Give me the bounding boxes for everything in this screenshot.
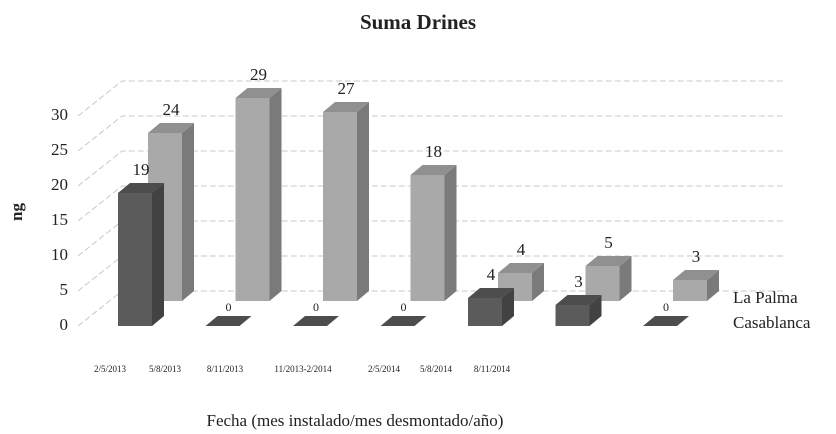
- value-label: 0: [313, 300, 319, 314]
- bar-top: [148, 123, 194, 133]
- bar-side: [444, 165, 457, 301]
- y-tick-label: 0: [60, 315, 69, 334]
- bar: [380, 316, 427, 326]
- bar-top: [205, 316, 252, 326]
- value-label: 0: [226, 300, 232, 314]
- bar-top: [118, 183, 164, 193]
- bar: [410, 165, 457, 301]
- bar-side: [707, 270, 719, 301]
- value-label: 19: [133, 160, 150, 179]
- x-tick-label: 11/2013-2/2014: [274, 364, 332, 374]
- bar-side: [269, 88, 282, 301]
- bar-side: [502, 288, 514, 326]
- bar-top: [293, 316, 339, 326]
- bar: [468, 288, 514, 326]
- bar-top: [235, 88, 282, 98]
- bar: [555, 295, 602, 326]
- bar-front: [555, 305, 590, 326]
- grid-line: [77, 150, 785, 187]
- value-label: 0: [663, 300, 669, 314]
- bar-side: [152, 183, 164, 326]
- bar-top: [380, 316, 427, 326]
- bar: [585, 256, 632, 301]
- value-label: 24: [163, 100, 181, 119]
- bar-top: [585, 256, 632, 266]
- bar-side: [619, 256, 632, 301]
- value-label: 3: [574, 272, 583, 291]
- bar-top: [643, 316, 689, 326]
- bar-front: [235, 98, 270, 301]
- bar-top: [410, 165, 457, 175]
- bar-top: [555, 295, 602, 305]
- bar-side: [589, 295, 602, 326]
- x-tick-label: 2/5/2014: [368, 364, 401, 374]
- value-label: 18: [425, 142, 442, 161]
- value-label: 4: [487, 265, 496, 284]
- x-tick-label: 5/8/2014: [420, 364, 453, 374]
- legend-label: La Palma: [733, 288, 798, 307]
- value-label: 3: [692, 247, 701, 266]
- bar: [643, 316, 689, 326]
- bar-side: [357, 102, 369, 301]
- bar-front: [410, 175, 445, 301]
- bar-top: [323, 102, 369, 112]
- bar: [498, 263, 544, 301]
- y-tick-label: 10: [51, 245, 68, 264]
- bar-top: [468, 288, 514, 298]
- value-label: 4: [517, 240, 526, 259]
- y-tick-label: 30: [51, 105, 68, 124]
- bar-top: [673, 270, 719, 280]
- bar-front: [323, 112, 357, 301]
- y-tick-label: 20: [51, 175, 68, 194]
- bar: [673, 270, 719, 301]
- bar-front: [673, 280, 707, 301]
- x-tick-label: 8/11/2013: [207, 364, 244, 374]
- chart-title: Suma Drines: [360, 10, 476, 34]
- grid-line: [77, 115, 785, 152]
- bar: [205, 316, 252, 326]
- bar-front: [468, 298, 502, 326]
- grid-line: [77, 185, 785, 222]
- x-axis-title: Fecha (mes instalado/mes desmontado/año): [207, 411, 504, 430]
- value-label: 5: [604, 233, 613, 252]
- legend-label: Casablanca: [733, 313, 811, 332]
- bar: [235, 88, 282, 301]
- y-axis-title: ng: [7, 203, 26, 221]
- x-tick-label: 8/11/2014: [474, 364, 511, 374]
- grid-line: [77, 80, 785, 117]
- bar-top: [498, 263, 544, 273]
- x-tick-label: 5/8/2013: [149, 364, 182, 374]
- y-tick-label: 5: [60, 280, 69, 299]
- value-label: 27: [338, 79, 356, 98]
- value-label: 0: [401, 300, 407, 314]
- bar-front: [118, 193, 152, 326]
- bar: [293, 316, 339, 326]
- bar-side: [182, 123, 194, 301]
- y-tick-label: 15: [51, 210, 68, 229]
- value-label: 29: [250, 65, 267, 84]
- x-tick-label: 2/5/2013: [94, 364, 127, 374]
- bar-side: [532, 263, 544, 301]
- bar: [323, 102, 369, 301]
- bar: [118, 183, 164, 326]
- y-tick-label: 25: [51, 140, 68, 159]
